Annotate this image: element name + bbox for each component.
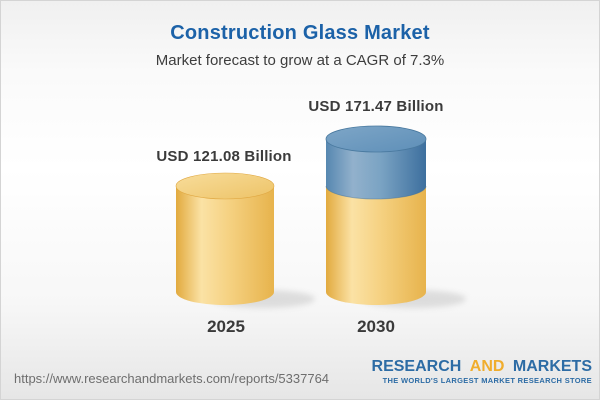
cylinder-2025 — [175, 172, 275, 305]
cylinder-2030 — [325, 125, 427, 305]
research-and-markets-logo: RESEARCH AND MARKETS THE WORLD'S LARGEST… — [372, 359, 592, 385]
cylinder-2030-growth-segment — [326, 139, 426, 199]
logo-wordmark: RESEARCH AND MARKETS — [372, 359, 592, 375]
value-label-2030: USD 171.47 Billion — [308, 98, 444, 115]
logo-tagline: THE WORLD'S LARGEST MARKET RESEARCH STOR… — [382, 376, 592, 385]
page-subtitle: Market forecast to grow at a CAGR of 7.3… — [155, 52, 445, 69]
footer-url-link[interactable]: https://www.researchandmarkets.com/repor… — [14, 371, 330, 386]
axis-label-2030: 2030 — [357, 317, 395, 336]
axis-label-2025: 2025 — [207, 317, 245, 336]
page-title: Construction Glass Market — [170, 22, 430, 44]
logo-word-and: AND — [469, 358, 505, 375]
logo-word-research: RESEARCH — [371, 358, 462, 375]
cylinder-2030-base-segment — [326, 186, 426, 305]
value-label-2025: USD 121.08 Billion — [156, 148, 292, 165]
logo-word-markets: MARKETS — [512, 358, 592, 375]
